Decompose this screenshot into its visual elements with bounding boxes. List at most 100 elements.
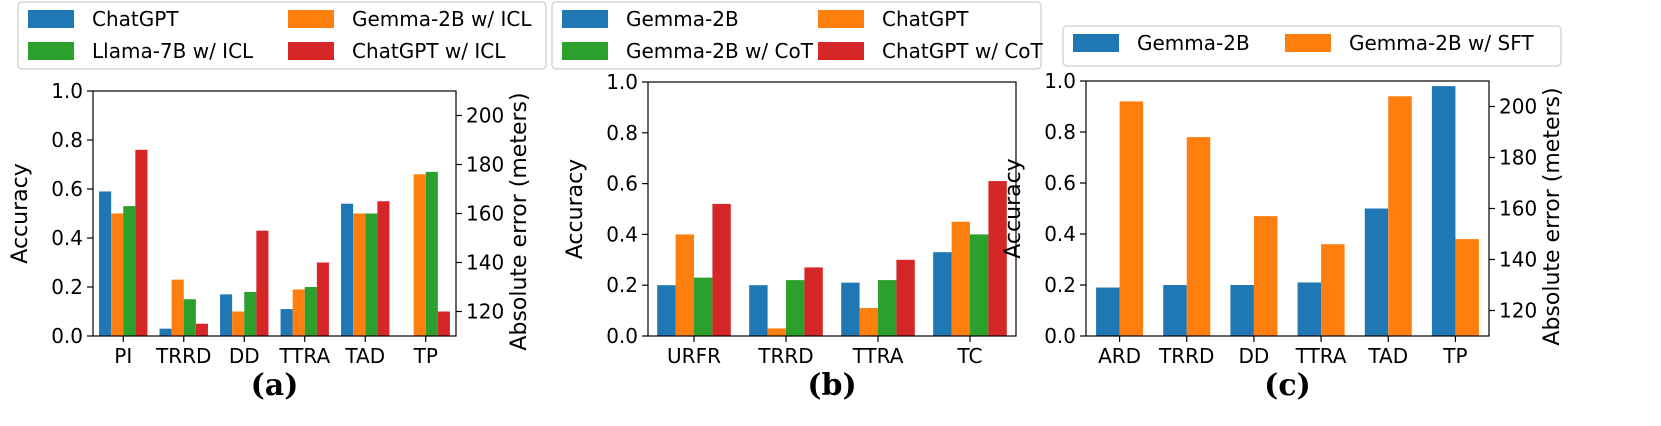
legend: Gemma-2B Gemma-2B w/ SFT <box>1062 25 1562 67</box>
bar <box>694 277 713 336</box>
bar <box>1186 137 1211 336</box>
x-tick-label: TRRD <box>757 344 813 368</box>
bar <box>1297 282 1322 336</box>
x-tick-label: TTRA <box>852 344 904 368</box>
bar <box>675 234 694 336</box>
x-tick-label: URFR <box>667 344 721 368</box>
bar <box>712 203 731 336</box>
legend-label: Gemma-2B w/ SFT <box>1349 31 1534 55</box>
y-tick-label: 0.8 <box>1044 120 1076 144</box>
bar <box>804 267 823 336</box>
y-tick-label: 0.2 <box>1044 273 1076 297</box>
y-tick-label: 0.2 <box>51 275 83 299</box>
bar <box>859 308 878 336</box>
bar <box>1455 239 1479 336</box>
legend-swatch <box>288 42 334 60</box>
bar <box>244 291 257 336</box>
secondary-y-axis: 120 140 160 180 200 Absolute error (meters) <box>1489 87 1565 346</box>
y-tick-label: 0.4 <box>51 226 83 250</box>
y-axis: 0.0 0.2 0.4 0.6 0.8 1.0 Accuracy <box>563 70 648 348</box>
bar <box>970 234 989 336</box>
panel-label: (b) <box>807 368 856 403</box>
x-tick-label: TAD <box>344 344 385 368</box>
secondary-y-axis: 120 140 160 180 200 Absolute error (meters) <box>456 92 532 351</box>
bar <box>220 294 233 336</box>
legend: ChatGPT Gemma-2B w/ ICL Llama-7B w/ ICL Cha… <box>17 1 547 70</box>
legend-label: Gemma-2B w/ CoT <box>626 39 814 63</box>
y-axis: 0.0 0.2 0.4 0.6 0.8 1.0 Accuracy <box>1001 69 1086 348</box>
plot-frame <box>647 81 1017 337</box>
secondary-y-tick-label: 180 <box>1499 146 1537 170</box>
bar <box>896 259 915 336</box>
x-tick-label: TAD <box>1367 344 1408 368</box>
y-tick-label: 1.0 <box>1044 69 1076 93</box>
legend-swatch <box>1073 34 1119 52</box>
panel-label: (a) <box>251 368 299 403</box>
bar <box>1321 244 1345 336</box>
bar <box>123 206 136 336</box>
y-tick-label: 0.0 <box>606 324 638 348</box>
y-tick-label: 0.4 <box>606 222 638 246</box>
bar <box>437 311 450 336</box>
x-tick-label: TRRD <box>155 344 211 368</box>
legend-frame <box>551 1 1042 70</box>
y-tick-label: 0.6 <box>606 172 638 196</box>
bar <box>425 171 438 336</box>
secondary-y-axis-label: Absolute error (meters) <box>1540 87 1565 345</box>
bars <box>99 149 450 336</box>
bar <box>1253 216 1278 336</box>
x-tick-label: ARD <box>1098 344 1141 368</box>
legend-swatch <box>28 10 74 28</box>
bar <box>1163 285 1187 336</box>
x-tick-label: TC <box>956 344 982 368</box>
x-tick-label: DD <box>229 344 260 368</box>
secondary-y-tick-label: 140 <box>466 251 504 275</box>
legend-swatch <box>288 10 334 28</box>
secondary-y-tick-label: 120 <box>466 300 504 324</box>
bar <box>878 280 897 336</box>
y-axis-label: Accuracy <box>8 163 33 263</box>
bar <box>1230 285 1254 336</box>
bar <box>657 285 676 336</box>
y-axis-label: Accuracy <box>1001 158 1026 258</box>
legend-swatch <box>562 10 608 28</box>
y-tick-label: 0.6 <box>51 177 83 201</box>
bar <box>292 289 305 336</box>
bars <box>657 181 1007 336</box>
y-tick-label: 0.0 <box>1044 324 1076 348</box>
x-tick-label: PI <box>114 344 132 368</box>
secondary-y-tick-label: 200 <box>1499 95 1537 119</box>
x-tick-label: TRRD <box>1158 344 1214 368</box>
bar <box>195 323 208 336</box>
legend-label: ChatGPT <box>92 7 179 31</box>
bar <box>135 149 148 336</box>
bar <box>280 309 293 336</box>
legend-label: ChatGPT w/ CoT <box>882 39 1044 63</box>
chart-panel-1: ChatGPT Gemma-2B w/ ICL Llama-7B w/ ICL Cha… <box>8 1 547 403</box>
legend-label: Gemma-2B <box>626 7 739 31</box>
secondary-y-tick-label: 160 <box>466 202 504 226</box>
bar <box>256 230 269 336</box>
y-tick-label: 0.8 <box>606 121 638 145</box>
legend-label: ChatGPT w/ ICL <box>352 39 506 63</box>
chart-panel-3: Gemma-2B Gemma-2B w/ SFT 0.0 0.2 0.4 0.6 0.8 1.… <box>1001 25 1565 403</box>
bar <box>316 262 329 336</box>
y-axis: 0.0 0.2 0.4 0.6 0.8 1.0 Accuracy <box>8 79 93 348</box>
secondary-y-tick-label: 200 <box>466 104 504 128</box>
legend-swatch <box>818 42 864 60</box>
bar <box>1388 96 1412 336</box>
x-axis: PI TRRD DD TTRA TAD TP <box>114 336 438 368</box>
legend-swatch <box>28 42 74 60</box>
legend-swatch <box>818 10 864 28</box>
bar <box>1431 86 1456 336</box>
legend-label: Gemma-2B w/ ICL <box>352 7 532 31</box>
bar <box>841 282 860 336</box>
bar <box>933 252 952 336</box>
bar <box>1119 101 1144 337</box>
y-tick-label: 0.8 <box>51 128 83 152</box>
legend-swatch <box>1285 34 1331 52</box>
bar <box>183 299 196 336</box>
bar <box>99 191 112 336</box>
y-tick-label: 1.0 <box>51 79 83 103</box>
legend-frame <box>17 1 547 70</box>
